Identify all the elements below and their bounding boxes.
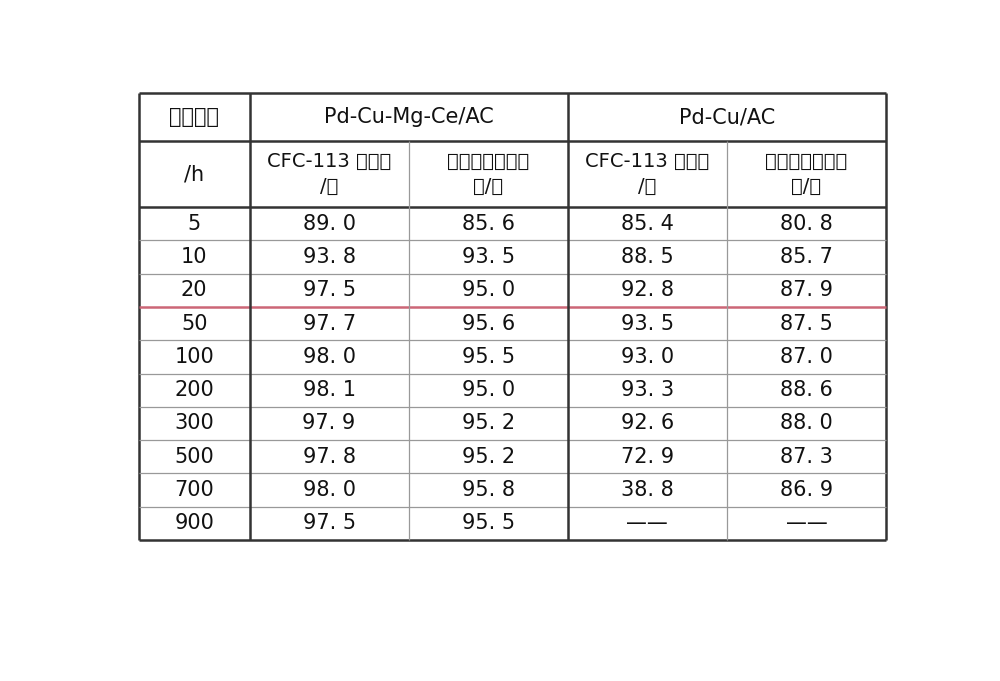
Text: 98. 0: 98. 0 [303,347,356,367]
Text: CFC-113 转化率
/％: CFC-113 转化率 /％ [585,153,709,196]
Text: 97. 7: 97. 7 [303,313,356,334]
Text: 95. 0: 95. 0 [462,380,515,400]
Text: 92. 6: 92. 6 [621,413,674,434]
Text: 97. 5: 97. 5 [303,513,356,533]
Text: 95. 5: 95. 5 [462,513,515,533]
Text: 85. 7: 85. 7 [780,247,833,267]
Text: Pd-Cu/AC: Pd-Cu/AC [679,108,775,127]
Text: 20: 20 [181,281,207,300]
Text: 200: 200 [174,380,214,400]
Text: 72. 9: 72. 9 [621,447,674,466]
Text: 95. 2: 95. 2 [462,413,515,434]
Text: 900: 900 [174,513,214,533]
Text: 98. 0: 98. 0 [303,480,356,500]
Text: 87. 3: 87. 3 [780,447,833,466]
Text: 97. 9: 97. 9 [302,413,356,434]
Text: 92. 8: 92. 8 [621,281,674,300]
Text: 97. 5: 97. 5 [303,281,356,300]
Text: 700: 700 [174,480,214,500]
Text: 93. 0: 93. 0 [621,347,674,367]
Text: 88. 5: 88. 5 [621,247,674,267]
Text: 93. 8: 93. 8 [303,247,356,267]
Text: 95. 0: 95. 0 [462,281,515,300]
Text: 87. 9: 87. 9 [780,281,833,300]
Text: 反应时间: 反应时间 [169,108,219,127]
Text: Pd-Cu-Mg-Ce/AC: Pd-Cu-Mg-Ce/AC [324,108,494,127]
Text: 95. 2: 95. 2 [462,447,515,466]
Text: /h: /h [184,164,204,185]
Text: 三氟氯乙烯选择
性/％: 三氟氯乙烯选择 性/％ [447,153,529,196]
Text: 95. 6: 95. 6 [462,313,515,334]
Text: 5: 5 [188,214,201,234]
Text: 85. 6: 85. 6 [462,214,515,234]
Text: 三氟氯乙烯选择
性/％: 三氟氯乙烯选择 性/％ [765,153,848,196]
Text: 88. 0: 88. 0 [780,413,833,434]
Text: 93. 5: 93. 5 [462,247,515,267]
Text: ——: —— [786,513,827,533]
Text: 85. 4: 85. 4 [621,214,674,234]
Text: 100: 100 [174,347,214,367]
Text: 500: 500 [174,447,214,466]
Text: 97. 8: 97. 8 [303,447,356,466]
Text: 10: 10 [181,247,207,267]
Text: 95. 8: 95. 8 [462,480,515,500]
Text: 89. 0: 89. 0 [303,214,356,234]
Text: 87. 0: 87. 0 [780,347,833,367]
Text: 80. 8: 80. 8 [780,214,833,234]
Text: 87. 5: 87. 5 [780,313,833,334]
Text: 93. 3: 93. 3 [621,380,674,400]
Text: 98. 1: 98. 1 [303,380,356,400]
Text: CFC-113 转化率
/％: CFC-113 转化率 /％ [267,153,391,196]
Text: 50: 50 [181,313,207,334]
Text: 95. 5: 95. 5 [462,347,515,367]
Text: 88. 6: 88. 6 [780,380,833,400]
Text: 93. 5: 93. 5 [621,313,674,334]
Text: 86. 9: 86. 9 [780,480,833,500]
Text: 38. 8: 38. 8 [621,480,674,500]
Text: ——: —— [626,513,668,533]
Text: 300: 300 [174,413,214,434]
